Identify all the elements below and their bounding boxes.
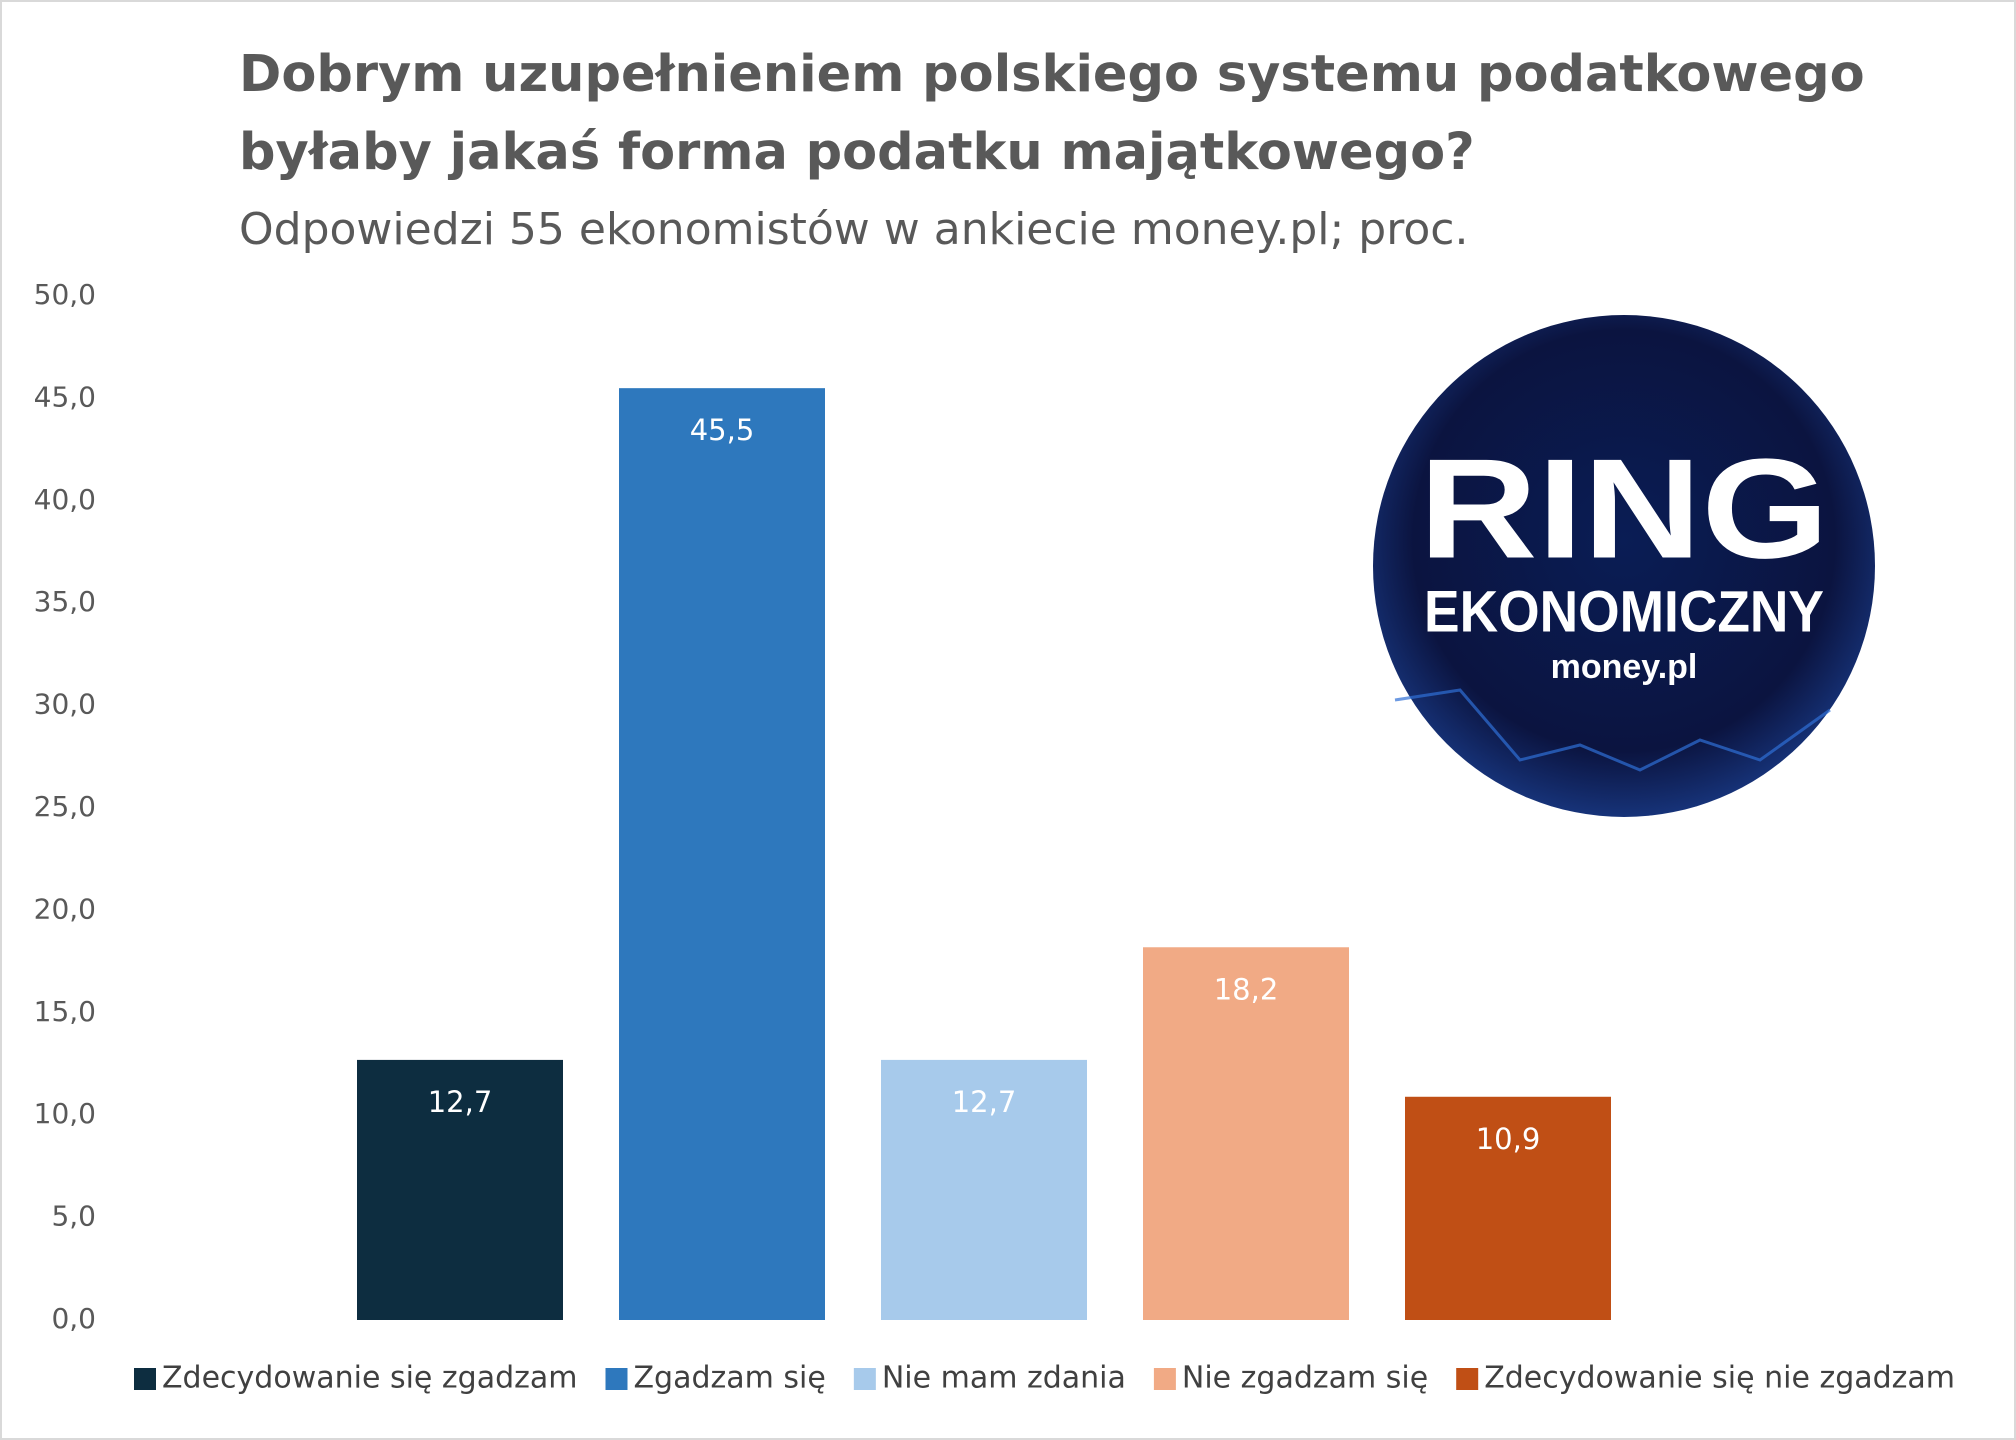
y-tick-label: 30,0	[34, 688, 96, 721]
bar	[1405, 1096, 1611, 1320]
y-tick-label: 15,0	[34, 995, 96, 1028]
legend-label: Nie mam zdania	[882, 1361, 1126, 1396]
value-label: 12,7	[428, 1085, 493, 1119]
chart-title: byłaby jakaś forma podatku majątkowego?	[239, 123, 1475, 182]
y-tick-label: 20,0	[34, 892, 96, 925]
logo-circle	[1373, 315, 1875, 817]
logo-text: EKONOMICZNY	[1424, 579, 1824, 644]
legend-swatch	[605, 1368, 628, 1390]
legend-swatch	[853, 1368, 876, 1390]
y-tick-label: 10,0	[34, 1097, 96, 1130]
bar	[881, 1059, 1087, 1320]
legend-label: Zgadzam się	[634, 1361, 826, 1396]
y-tick-label: 35,0	[34, 585, 96, 618]
y-tick-label: 50,0	[34, 278, 96, 311]
value-label: 10,9	[1476, 1122, 1541, 1156]
legend-label: Nie zgadzam się	[1182, 1361, 1428, 1396]
legend-label: Zdecydowanie się zgadzam	[162, 1361, 578, 1396]
y-tick-label: 40,0	[34, 483, 96, 516]
logo-text: money.pl	[1551, 648, 1698, 686]
logo-text: RING	[1419, 430, 1829, 589]
bar	[619, 388, 825, 1320]
value-label: 18,2	[1214, 972, 1279, 1006]
value-label: 12,7	[952, 1085, 1017, 1119]
value-label: 45,5	[690, 413, 755, 447]
legend-label: Zdecydowanie się nie zgadzam	[1484, 1361, 1955, 1396]
chart-subtitle: Odpowiedzi 55 ekonomistów w ankiecie mon…	[239, 204, 1468, 255]
chart-title: Dobrym uzupełnieniem polskiego systemu p…	[239, 45, 1865, 104]
legend-swatch	[1153, 1368, 1176, 1390]
y-tick-label: 25,0	[34, 790, 96, 823]
logo-decoration	[1394, 688, 1831, 772]
y-tick-label: 5,0	[51, 1200, 96, 1233]
y-tick-label: 0,0	[51, 1302, 96, 1335]
bar	[357, 1059, 563, 1320]
bar	[1143, 947, 1349, 1320]
legend-swatch	[1456, 1368, 1479, 1390]
legend-swatch	[134, 1368, 156, 1390]
logo: RING EKONOMICZNY money.pl	[1373, 315, 1875, 817]
y-tick-label: 45,0	[34, 380, 96, 413]
